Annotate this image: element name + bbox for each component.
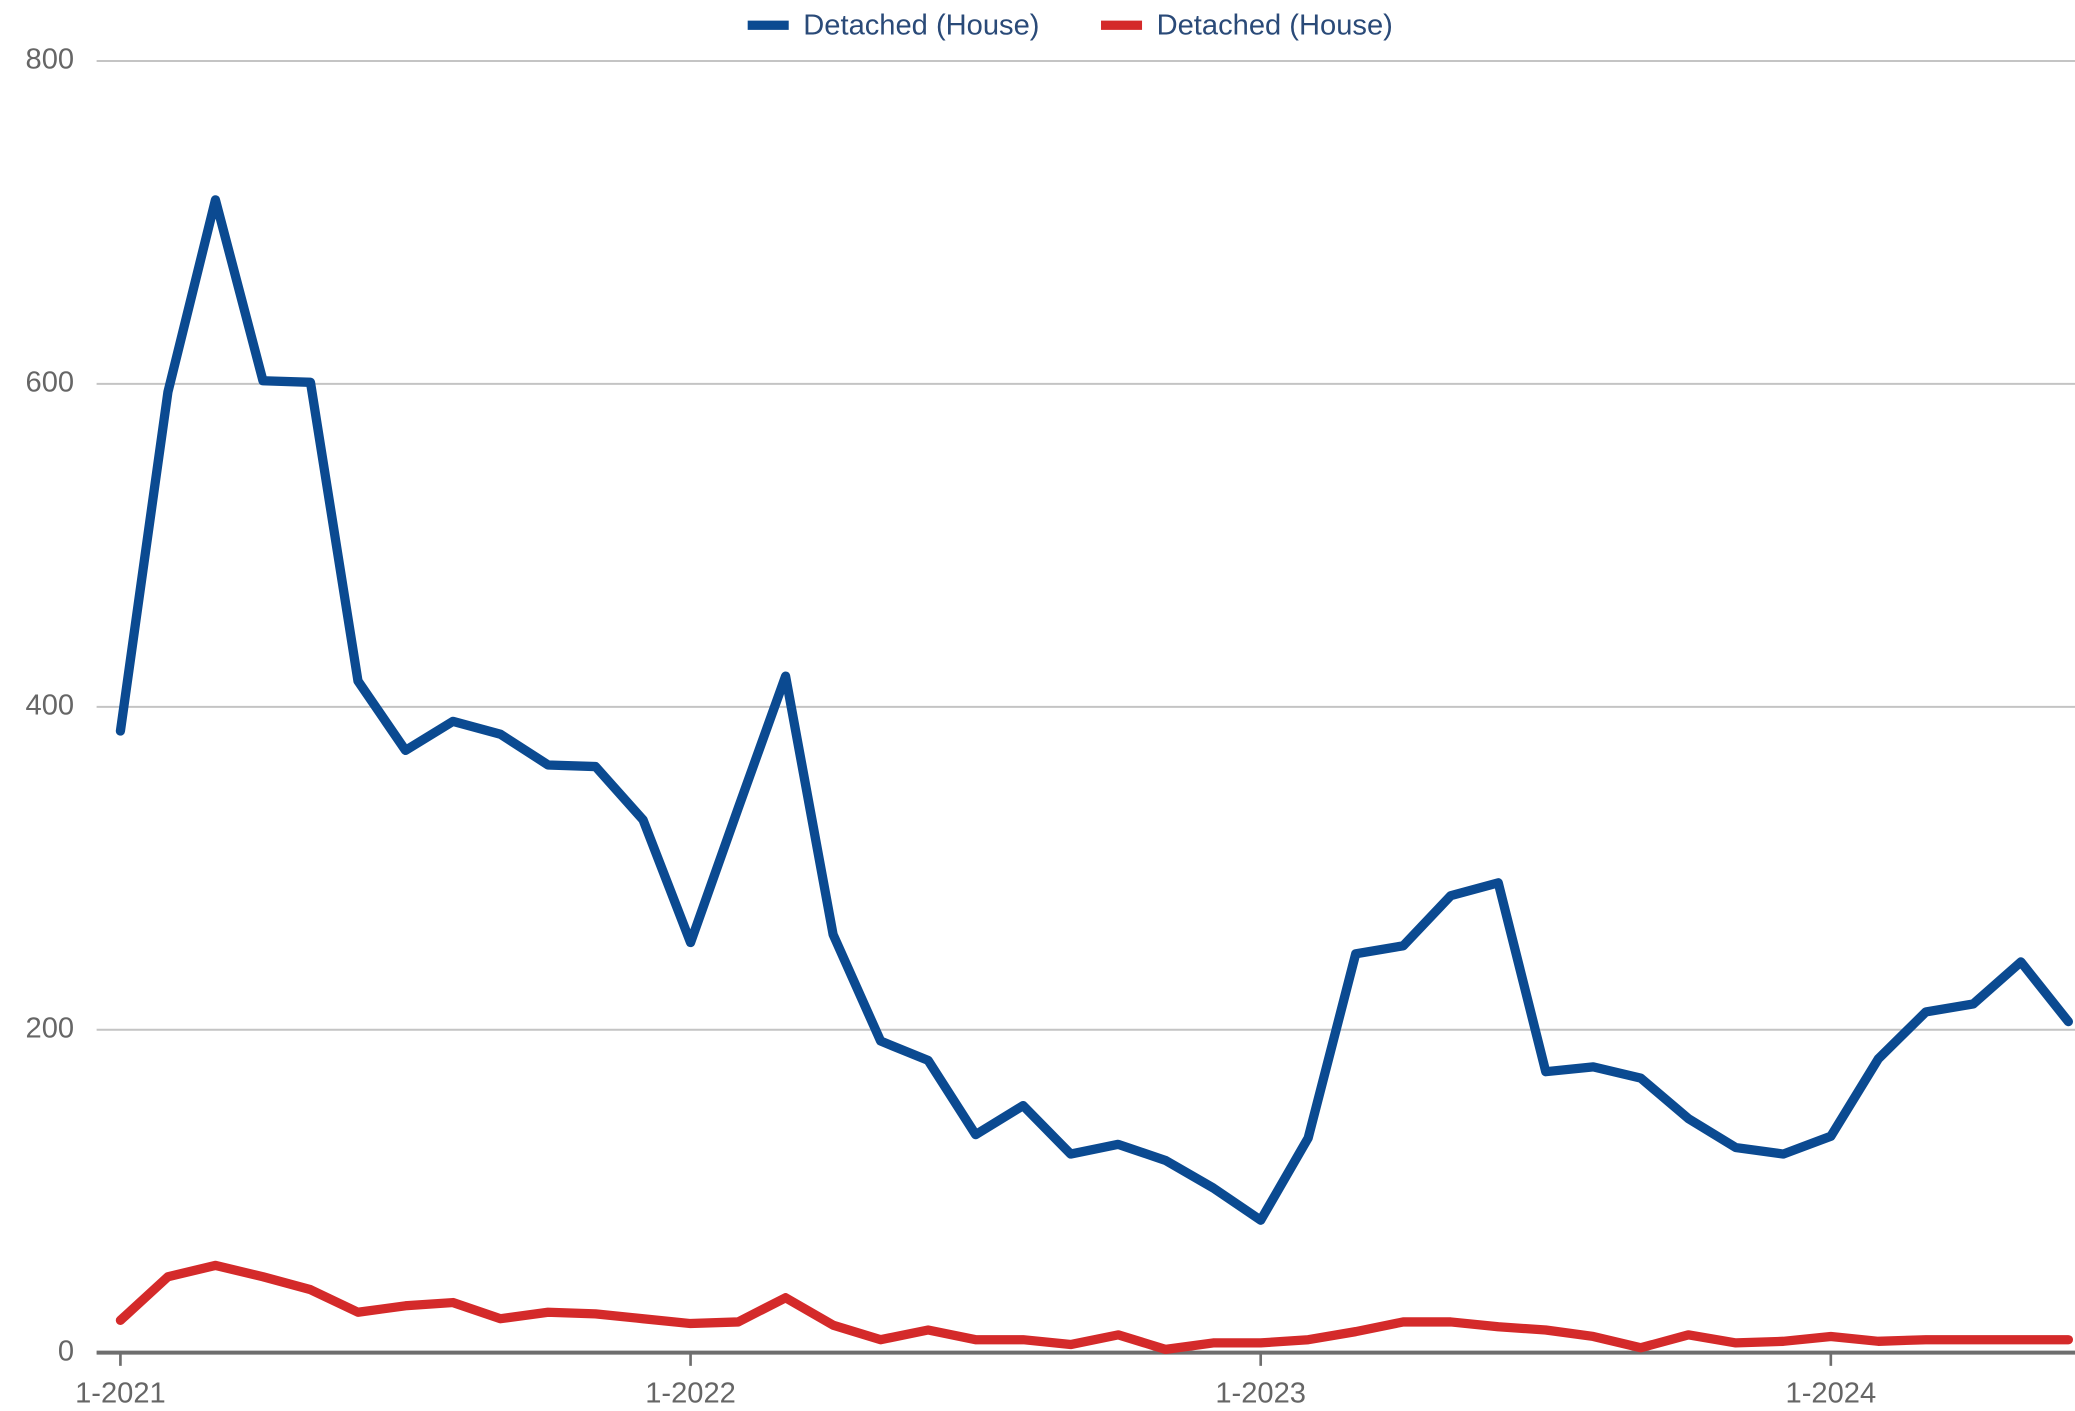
y-tick-label: 0 [58, 1335, 74, 1367]
x-tick-label: 1-2022 [645, 1378, 736, 1410]
y-tick-label: 800 [26, 44, 75, 76]
y-tick-label: 200 [26, 1012, 75, 1044]
x-tick-label: 1-2023 [1215, 1378, 1306, 1410]
y-tick-label: 600 [26, 367, 75, 399]
x-tick-label: 1-2024 [1786, 1378, 1877, 1410]
legend-label: Detached (House) [803, 9, 1039, 41]
data-line [115, 195, 2074, 1225]
y-tick-label: 400 [26, 690, 75, 722]
data-line [115, 1260, 2074, 1355]
x-tick-label: 1-2021 [75, 1378, 166, 1410]
legend-label: Detached (House) [1157, 9, 1393, 41]
